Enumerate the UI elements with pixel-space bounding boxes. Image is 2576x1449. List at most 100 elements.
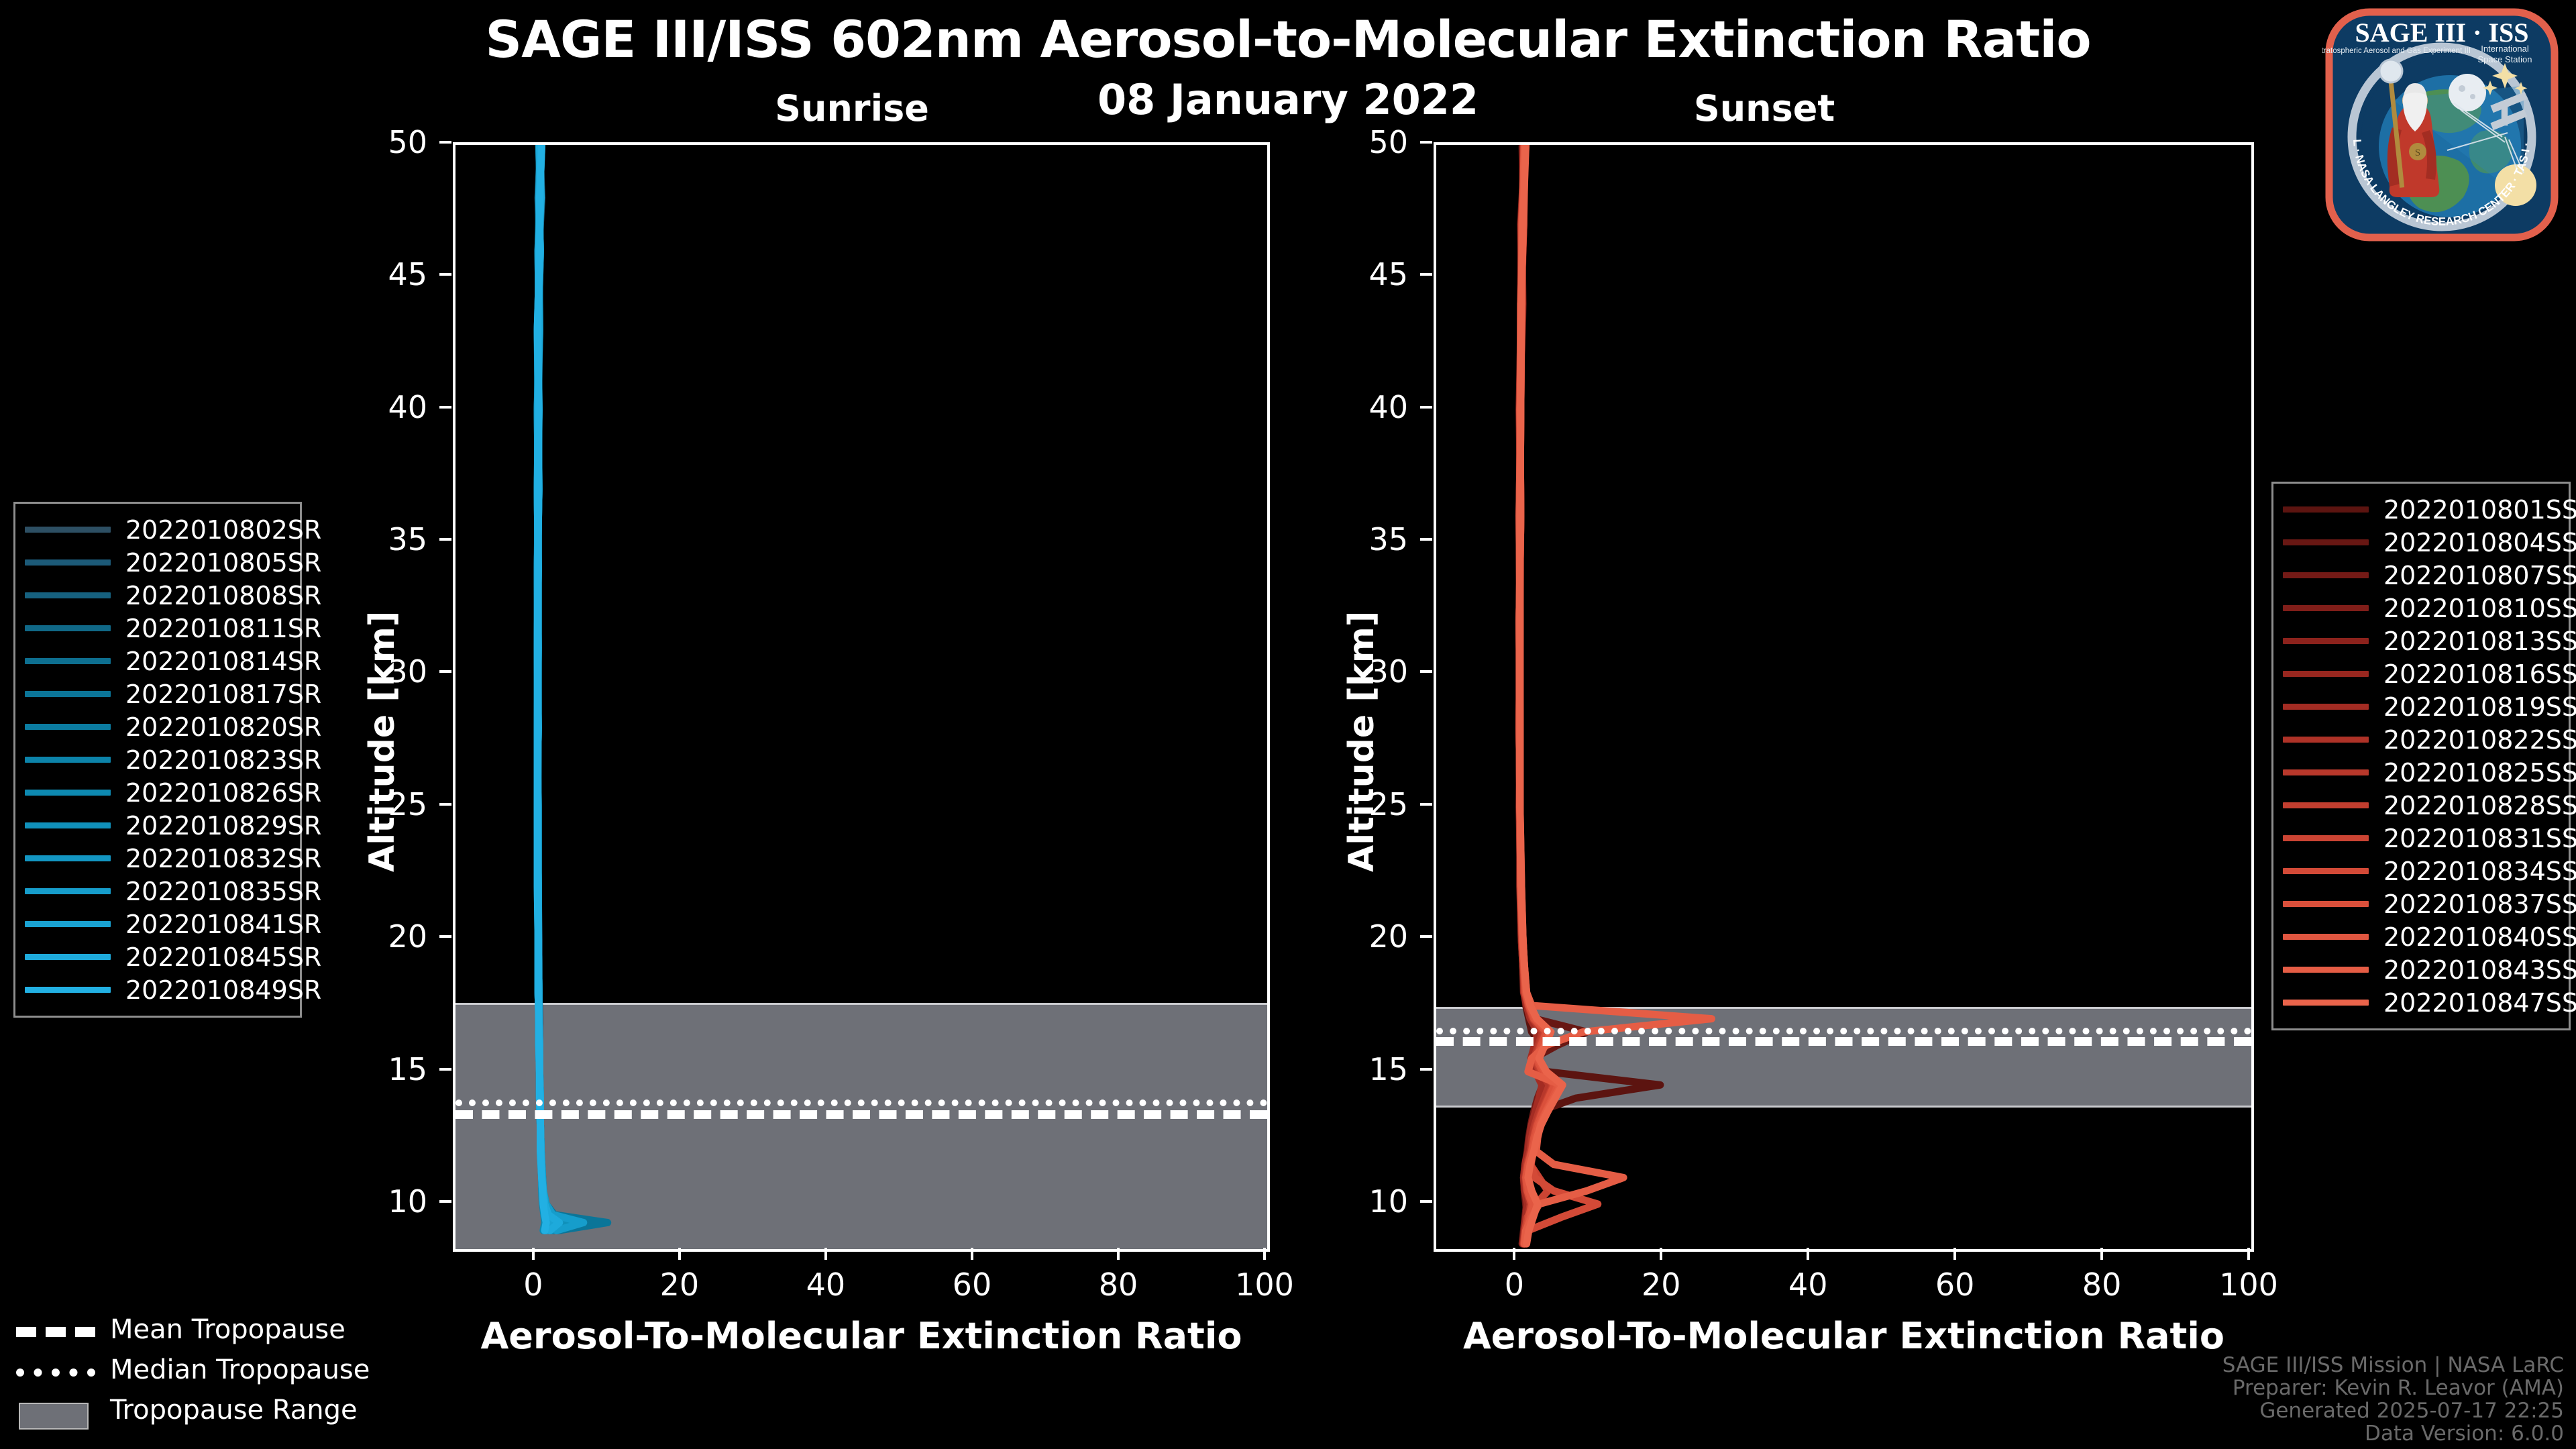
sunset-legend-item[interactable]: 2022010807SS	[2283, 559, 2576, 592]
sunset-legend-item[interactable]: 2022010828SS	[2283, 789, 2576, 822]
sunrise-legend-label: 2022010841SR	[125, 909, 322, 939]
sunset-legend-item[interactable]: 2022010816SS	[2283, 657, 2576, 690]
sunrise-legend-label: 2022010835SR	[125, 876, 322, 906]
sunset-x-axis-label: Aerosol-To-Molecular Extinction Ratio	[1463, 1315, 2224, 1357]
x-tick-mark	[2247, 1248, 2250, 1260]
sunset-legend-item[interactable]: 2022010837SS	[2283, 888, 2576, 920]
sunrise-legend-label: 2022010808SR	[125, 580, 322, 610]
y-tick-mark	[439, 273, 451, 276]
sunset-legend-item[interactable]: 2022010825SS	[2283, 756, 2576, 789]
sunset-legend-item[interactable]: 2022010843SS	[2283, 953, 2576, 986]
sunrise-profile-curve	[533, 145, 550, 1234]
x-tick-mark	[1953, 1248, 1957, 1260]
x-tick-mark	[531, 1248, 535, 1260]
sunrise-legend[interactable]: 2022010802SR 2022010805SR 2022010808SR 2022…	[13, 502, 321, 1018]
sunrise-y-axis-label: Altitude [km]	[362, 610, 402, 872]
sunrise-legend-item[interactable]: 2022010829SR	[25, 809, 321, 842]
sunset-legend-item[interactable]: 2022010840SS	[2283, 920, 2576, 953]
y-tick-label: 35	[1368, 521, 1408, 558]
sunrise-legend-label: 2022010817SR	[125, 679, 322, 709]
x-tick-label: 100	[1235, 1267, 1294, 1303]
sunset-legend-label: 2022010804SS	[2383, 527, 2576, 557]
sunset-legend-color-swatch	[2283, 737, 2369, 743]
sunrise-legend-item[interactable]: 2022010817SR	[25, 678, 321, 710]
sunrise-legend-color-swatch	[25, 527, 111, 533]
tropopause-range-band-sunset	[1436, 1006, 2251, 1108]
y-tick-mark	[1420, 273, 1432, 276]
sunrise-legend-color-swatch	[25, 559, 111, 566]
sunrise-legend-item[interactable]: 2022010841SR	[25, 908, 321, 941]
y-tick-mark	[1420, 670, 1432, 674]
y-tick-mark	[439, 1199, 451, 1203]
x-tick-mark	[678, 1248, 681, 1260]
y-tick-label: 30	[388, 653, 427, 690]
sunrise-legend-item[interactable]: 2022010805SR	[25, 546, 321, 579]
sunset-legend-color-swatch	[2283, 605, 2369, 611]
tropopause-range-edge-sunrise	[455, 1002, 1267, 1005]
tropopause-range-band-sunrise	[455, 1002, 1267, 1249]
mean-tropopause-label: Mean Tropopause	[110, 1314, 345, 1345]
y-tick-label: 15	[1368, 1051, 1408, 1087]
sunrise-legend-item[interactable]: 2022010832SR	[25, 842, 321, 875]
y-tick-mark	[1420, 935, 1432, 938]
sunrise-legend-item[interactable]: 2022010814SR	[25, 645, 321, 678]
sunrise-legend-label: 2022010845SR	[125, 942, 322, 972]
sunset-legend-label: 2022010828SS	[2383, 790, 2576, 820]
sunset-legend-label: 2022010810SS	[2383, 593, 2576, 623]
sunrise-legend-item[interactable]: 2022010802SR	[25, 513, 321, 546]
sunset-legend-color-swatch	[2283, 868, 2369, 874]
sunrise-legend-item[interactable]: 2022010826SR	[25, 776, 321, 809]
sunrise-legend-label: 2022010805SR	[125, 547, 322, 578]
sunrise-legend-item[interactable]: 2022010811SR	[25, 612, 321, 645]
y-tick-mark	[1420, 538, 1432, 541]
svg-text:International: International	[2481, 44, 2529, 54]
mean-tropopause-line-sunset	[1436, 1037, 2251, 1046]
y-tick-mark	[439, 670, 451, 674]
y-tick-label: 10	[1368, 1183, 1408, 1220]
sunset-legend-item[interactable]: 2022010813SS	[2283, 625, 2576, 657]
x-tick-label: 100	[2219, 1267, 2278, 1303]
sunset-legend-item[interactable]: 2022010834SS	[2283, 855, 2576, 888]
credits-line-preparer: Preparer: Kevin R. Leavor (AMA)	[2232, 1376, 2564, 1400]
y-tick-label: 15	[388, 1051, 427, 1087]
x-tick-mark	[1513, 1248, 1516, 1260]
sunset-legend-item[interactable]: 2022010804SS	[2283, 526, 2576, 559]
sunrise-x-axis-label: Aerosol-To-Molecular Extinction Ratio	[480, 1315, 1242, 1357]
sunset-legend-label: 2022010834SS	[2383, 856, 2576, 886]
y-tick-mark	[1420, 141, 1432, 144]
sunset-legend-item[interactable]: 2022010831SS	[2283, 822, 2576, 855]
sunrise-legend-color-swatch	[25, 691, 111, 697]
sunrise-legend-item[interactable]: 2022010823SR	[25, 743, 321, 776]
sunset-legend-color-swatch	[2283, 967, 2369, 973]
sunrise-legend-color-swatch	[25, 592, 111, 598]
sunrise-legend-color-swatch	[25, 790, 111, 796]
sunset-legend-label: 2022010813SS	[2383, 626, 2576, 656]
sunset-legend-color-swatch	[2283, 802, 2369, 808]
sunrise-legend-label: 2022010820SR	[125, 712, 322, 742]
sunrise-legend-label: 2022010826SR	[125, 777, 322, 808]
svg-text:Stratospheric Aerosol and Gas: Stratospheric Aerosol and Gas Experiment…	[2322, 47, 2471, 55]
sunset-legend-item[interactable]: 2022010801SS	[2283, 493, 2576, 526]
sunrise-legend-item[interactable]: 2022010845SR	[25, 941, 321, 973]
sunset-legend-item[interactable]: 2022010819SS	[2283, 690, 2576, 723]
sunset-legend-color-swatch	[2283, 539, 2369, 545]
sunrise-legend-label: 2022010849SR	[125, 975, 322, 1005]
sunrise-legend-item[interactable]: 2022010849SR	[25, 973, 321, 1006]
x-tick-label: 0	[523, 1267, 543, 1303]
x-tick-mark	[824, 1248, 827, 1260]
sunset-y-axis-label: Altitude [km]	[1342, 610, 1382, 872]
sunrise-legend-item[interactable]: 2022010820SR	[25, 710, 321, 743]
sunrise-legend-item[interactable]: 2022010835SR	[25, 875, 321, 908]
sunset-legend-item[interactable]: 2022010847SS	[2283, 986, 2576, 1019]
sunset-legend-label: 2022010825SS	[2383, 757, 2576, 788]
sunset-legend[interactable]: 2022010801SS 2022010804SS 2022010807SS 2022…	[2271, 482, 2576, 1030]
tropopause-legend: Mean Tropopause Median Tropopause Tropop…	[16, 1309, 370, 1430]
sunset-legend-label: 2022010819SS	[2383, 692, 2576, 722]
sunset-legend-item[interactable]: 2022010810SS	[2283, 592, 2576, 625]
y-tick-label: 25	[1368, 786, 1408, 822]
x-tick-mark	[970, 1248, 973, 1260]
sunset-legend-label: 2022010847SS	[2383, 987, 2576, 1018]
sunset-legend-label: 2022010837SS	[2383, 889, 2576, 919]
sunrise-legend-item[interactable]: 2022010808SR	[25, 579, 321, 612]
sunset-legend-item[interactable]: 2022010822SS	[2283, 723, 2576, 756]
